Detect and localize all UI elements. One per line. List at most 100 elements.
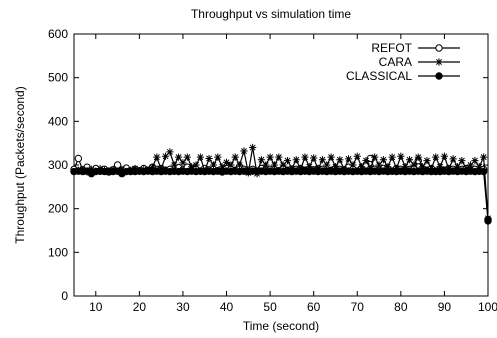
data-point-cara (323, 161, 331, 169)
data-point-cara (362, 157, 370, 165)
legend-label-cara: CARA (379, 55, 412, 69)
data-point-cara (471, 157, 479, 165)
data-point-cara (397, 152, 405, 160)
data-point-cara (301, 153, 309, 161)
legend-marker-classical (435, 72, 443, 80)
data-point-cara (436, 163, 444, 171)
data-point-cara (358, 163, 366, 171)
data-point-cara (331, 163, 340, 171)
series-line-classical (73, 170, 489, 221)
x-tick-label: 90 (438, 300, 452, 314)
data-point-cara (183, 153, 191, 161)
data-point-cara (153, 153, 161, 161)
data-point-cara (440, 152, 449, 160)
data-point-cara (209, 161, 218, 169)
y-tick-label: 0 (61, 289, 68, 303)
data-point-cara (349, 161, 357, 169)
series-line-cara (73, 147, 489, 219)
data-point-cara (305, 163, 313, 171)
y-tick-label: 500 (48, 71, 68, 85)
data-point-cara (174, 153, 183, 161)
data-point-cara (266, 153, 274, 161)
data-point-cara (453, 163, 462, 171)
x-tick-label: 10 (89, 300, 103, 314)
legend-entry-classical: CLASSICAL (346, 69, 460, 83)
data-point-cara (327, 153, 335, 161)
data-point-cara (249, 143, 257, 152)
x-tick-label: 80 (394, 300, 408, 314)
data-point-cara (218, 163, 226, 171)
data-point-cara (236, 161, 244, 169)
data-point-cara (318, 156, 326, 164)
data-point-cara (419, 163, 427, 171)
data-point-cara (270, 161, 279, 169)
data-point-cara (214, 153, 222, 161)
x-tick-label: 20 (133, 300, 147, 314)
series-layer (70, 143, 492, 225)
data-point-cara (449, 155, 457, 163)
data-point-cara (336, 156, 344, 164)
data-point-classical (484, 217, 492, 225)
y-tick-label: 400 (48, 114, 68, 128)
data-point-refot (74, 154, 83, 163)
data-point-cara (262, 161, 270, 169)
data-point-cara (432, 153, 440, 161)
series-classical (70, 167, 492, 225)
data-point-cara (179, 159, 187, 167)
data-point-cara (388, 153, 396, 161)
y-tick-label: 100 (48, 245, 68, 259)
x-axis-ticks: 10 20 30 40 50 60 70 80 90 100 (89, 34, 497, 314)
data-point-cara (231, 153, 239, 161)
data-point-cara (196, 153, 204, 161)
data-point-cara (405, 156, 414, 164)
x-tick-label: 40 (220, 300, 234, 314)
data-point-cara (170, 161, 178, 169)
data-point-cara (283, 157, 292, 165)
y-tick-label: 200 (48, 202, 68, 216)
data-point-cara (205, 154, 213, 163)
x-tick-label: 50 (263, 300, 277, 314)
data-point-cara (384, 163, 392, 171)
data-point-cara (87, 165, 96, 173)
y-tick-label: 300 (48, 158, 68, 172)
legend-label-refot: REFOT (371, 41, 412, 55)
legend-entry-refot: REFOT (371, 41, 460, 55)
data-point-cara (353, 152, 361, 160)
data-point-cara (118, 165, 126, 173)
data-point-cara (401, 163, 409, 171)
legend-marker-refot (435, 44, 443, 52)
data-point-cara (148, 163, 157, 171)
x-tick-label: 30 (176, 300, 190, 314)
data-point-cara (371, 153, 379, 161)
data-point-cara (161, 152, 170, 160)
y-axis-ticks: 0 100 200 300 400 500 600 (48, 27, 488, 303)
data-point-cara (410, 161, 418, 169)
x-tick-label: 70 (351, 300, 365, 314)
data-point-cara (475, 163, 483, 171)
data-point-cara (292, 156, 300, 164)
data-point-cara (423, 157, 431, 165)
data-point-cara (466, 161, 475, 169)
legend-marker-cara (435, 58, 443, 66)
data-point-cara (257, 156, 265, 164)
data-point-cara (379, 156, 388, 164)
plot-area-frame (73, 33, 489, 297)
data-point-cara (275, 153, 283, 161)
chart-title: Throughput vs simulation time (191, 7, 351, 21)
data-point-cara (227, 161, 235, 169)
data-point-cara (279, 161, 287, 169)
data-point-cara (414, 153, 422, 161)
data-point-cara (222, 158, 231, 166)
data-point-cara (310, 154, 318, 162)
y-axis-label: Throughput (Packets/second) (13, 86, 27, 243)
data-point-cara (375, 161, 383, 169)
data-point-cara (188, 163, 196, 171)
series-cara (70, 143, 492, 222)
data-point-cara (344, 155, 353, 163)
data-point-cara (240, 147, 248, 155)
data-point-classical (479, 167, 488, 176)
y-tick-label: 600 (48, 27, 68, 41)
data-point-cara (192, 161, 200, 169)
